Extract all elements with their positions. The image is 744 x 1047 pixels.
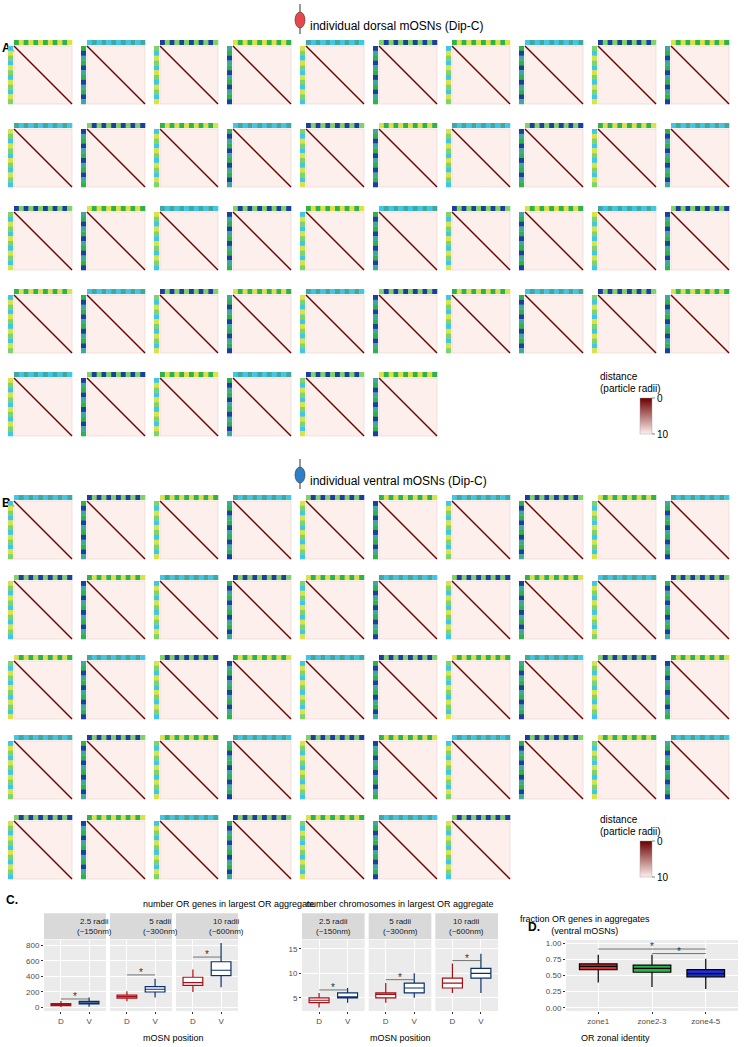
- svg-text:10 radii(~600nm): 10 radii(~600nm): [449, 917, 484, 936]
- svg-text:D: D: [450, 1017, 456, 1026]
- svg-text:10 radii(~600nm): 10 radii(~600nm): [209, 917, 244, 936]
- svg-text:V: V: [478, 1017, 484, 1026]
- svg-text:D: D: [124, 1017, 130, 1026]
- svg-text:(particle radii): (particle radii): [600, 383, 661, 394]
- svg-text:200: 200: [26, 988, 40, 997]
- svg-text:10: 10: [657, 872, 669, 883]
- svg-text:D.: D.: [528, 920, 540, 934]
- svg-text:V: V: [218, 1017, 224, 1026]
- svg-text:D: D: [383, 1017, 389, 1026]
- svg-text:0.50: 0.50: [546, 971, 562, 980]
- svg-text:*: *: [465, 953, 469, 964]
- svg-text:15: 15: [288, 945, 297, 954]
- svg-text:*: *: [73, 991, 77, 1002]
- svg-text:number chromosomes in largest: number chromosomes in largest OR aggrega…: [306, 899, 494, 909]
- svg-text:A.: A.: [2, 41, 14, 55]
- svg-text:0.00: 0.00: [546, 1004, 562, 1013]
- svg-text:2.5 radii(~150nm): 2.5 radii(~150nm): [77, 917, 112, 936]
- svg-text:*: *: [139, 967, 143, 978]
- svg-text:600: 600: [26, 957, 40, 966]
- svg-text:distance: distance: [600, 814, 638, 825]
- svg-text:2.5 radii(~150nm): 2.5 radii(~150nm): [316, 917, 351, 936]
- svg-text:10: 10: [288, 969, 297, 978]
- svg-text:400: 400: [26, 972, 40, 981]
- svg-text:zone2-3: zone2-3: [638, 1017, 667, 1026]
- svg-text:B.: B.: [2, 496, 14, 510]
- svg-text:V: V: [152, 1017, 158, 1026]
- svg-text:0: 0: [657, 836, 663, 847]
- svg-text:mOSN position: mOSN position: [370, 1033, 431, 1043]
- svg-text:0: 0: [35, 1003, 40, 1012]
- svg-text:V: V: [345, 1017, 351, 1026]
- svg-text:*: *: [398, 972, 402, 983]
- svg-text:*: *: [677, 946, 681, 957]
- svg-text:*: *: [650, 941, 654, 952]
- svg-text:0.25: 0.25: [546, 987, 562, 996]
- svg-text:5 radii(~300nm): 5 radii(~300nm): [143, 917, 178, 936]
- svg-text:1.00: 1.00: [546, 939, 562, 948]
- svg-text:zone1: zone1: [587, 1017, 609, 1026]
- svg-text:10: 10: [657, 429, 669, 440]
- svg-text:D: D: [190, 1017, 196, 1026]
- svg-text:OR zonal identity: OR zonal identity: [581, 1033, 650, 1043]
- svg-text:mOSN position: mOSN position: [143, 1033, 204, 1043]
- svg-text:number OR genes in largest OR: number OR genes in largest OR aggregate: [143, 899, 315, 909]
- svg-text:individual dorsal mOSNs (Dip-C: individual dorsal mOSNs (Dip-C): [310, 19, 483, 33]
- svg-text:0.75: 0.75: [546, 955, 562, 964]
- svg-text:V: V: [412, 1017, 418, 1026]
- svg-text:(particle radii): (particle radii): [600, 826, 661, 837]
- svg-text:fraction OR genes in aggregate: fraction OR genes in aggregates(ventral …: [520, 914, 650, 936]
- svg-text:0: 0: [657, 393, 663, 404]
- svg-text:distance: distance: [600, 371, 638, 382]
- svg-text:800: 800: [26, 941, 40, 950]
- svg-text:*: *: [331, 982, 335, 993]
- svg-text:C.: C.: [6, 893, 18, 907]
- svg-text:*: *: [205, 949, 209, 960]
- svg-text:5: 5: [293, 994, 298, 1003]
- svg-text:5 radii(~300nm): 5 radii(~300nm): [383, 917, 418, 936]
- svg-text:V: V: [86, 1017, 92, 1026]
- svg-text:D: D: [58, 1017, 64, 1026]
- svg-text:zone4-5: zone4-5: [691, 1017, 720, 1026]
- svg-text:D: D: [316, 1017, 322, 1026]
- svg-text:individual ventral mOSNs (Dip-: individual ventral mOSNs (Dip-C): [310, 474, 487, 488]
